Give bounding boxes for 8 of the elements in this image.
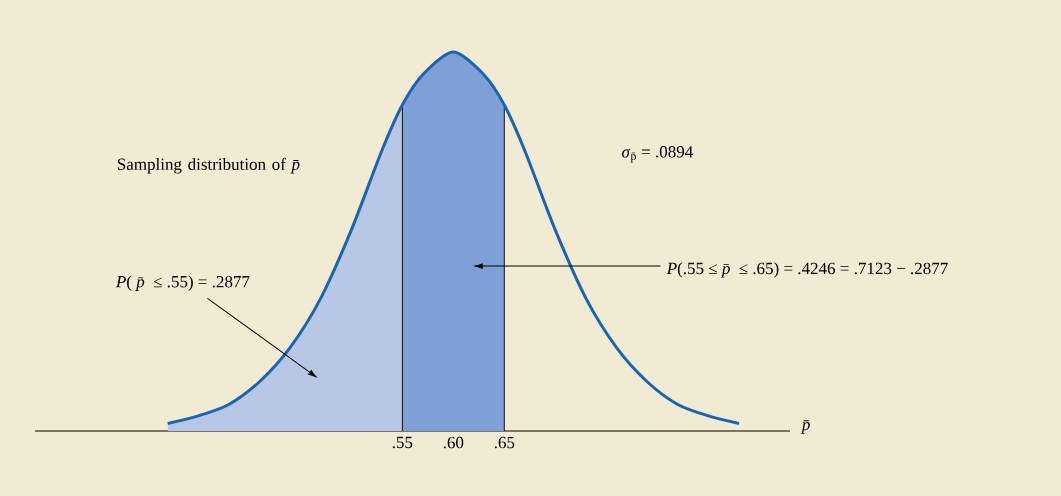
x-tick-label: .55: [392, 436, 413, 449]
band-label: P( p̄ ≤ .55) = .2877: [115, 275, 250, 291]
band-label: P(.55 ≤ p̄ ≤ .65) = .4246 = .7123 − .2877: [666, 262, 948, 278]
annotation: Sampling distribution of p̄: [117, 157, 300, 174]
annotation: σ$_{p̄}$ = .0894: [622, 146, 693, 163]
x-tick-label: .60: [443, 436, 464, 449]
x-tick-label: .65: [494, 436, 515, 449]
x-axis-title: p̄: [800, 420, 810, 434]
